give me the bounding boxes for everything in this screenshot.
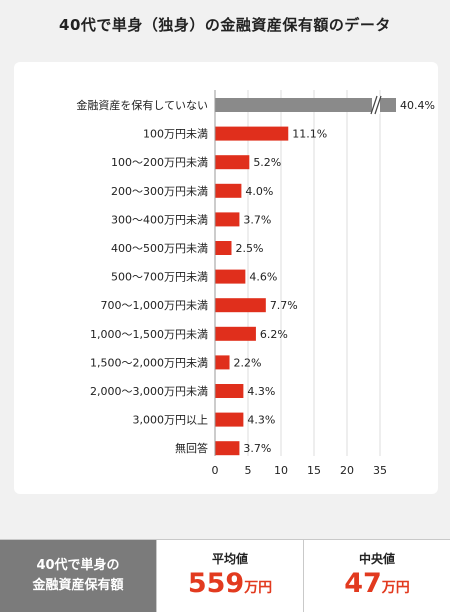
stat-median-unit: 万円 (381, 579, 410, 596)
stat-median-label: 中央値 (358, 551, 395, 566)
category-label: 1,500～2,000万円未満 (90, 356, 208, 369)
summary-label: 40代で単身の 金融資産保有額 (0, 540, 156, 612)
bar (215, 412, 244, 427)
x-tick-label: 15 (307, 464, 321, 477)
bar (215, 98, 396, 112)
data-label: 11.1% (292, 128, 327, 141)
category-label: 700～1,000万円未満 (101, 299, 209, 312)
stat-median-value: 47 (344, 567, 382, 599)
bar (215, 441, 240, 456)
data-label: 3.7% (243, 213, 271, 226)
category-label: 100～200万円未満 (111, 156, 208, 169)
data-label: 4.6% (249, 271, 277, 284)
data-label: 5.2% (253, 156, 281, 169)
bar (215, 269, 246, 284)
x-tick-label: 35 (373, 464, 387, 477)
chart-card: 金融資産を保有していない 40.4% 100万円未満 11.1% 100～200万円未満… (14, 62, 438, 494)
bar (215, 126, 289, 141)
x-tick-label: 10 (274, 464, 288, 477)
category-label: 1,000～1,500万円未満 (90, 328, 208, 341)
bar (215, 155, 250, 170)
category-label: 2,000～3,000万円未満 (90, 385, 208, 398)
summary-label-line2: 金融資産保有額 (32, 578, 124, 593)
stat-average-label: 平均値 (211, 551, 248, 566)
summary-label-line1: 40代で単身の (36, 558, 120, 573)
category-label: 金融資産を保有していない (76, 98, 208, 112)
category-label: 300～400万円未満 (111, 213, 208, 226)
x-tick-label: 0 (212, 464, 219, 477)
category-label: 3,000万円以上 (133, 414, 209, 427)
category-label: 400～500万円未満 (111, 242, 208, 255)
data-label: 40.4% (400, 99, 435, 112)
bar (215, 241, 232, 255)
bar (215, 384, 244, 398)
data-label: 4.3% (247, 385, 275, 398)
bar (215, 212, 240, 227)
axis-break-mark (374, 95, 382, 115)
data-label: 3.7% (243, 442, 271, 455)
category-label: 500～700万円未満 (111, 271, 208, 284)
stat-average: 平均値 559万円 (156, 540, 303, 612)
bar (215, 298, 266, 313)
data-label: 2.5% (236, 242, 264, 255)
summary-panel: 40代で単身の 金融資産保有額 平均値 559万円 中央値 47万円 (0, 539, 450, 612)
bar-chart: 金融資産を保有していない 40.4% 100万円未満 11.1% 100～200万円未満… (76, 90, 435, 477)
stat-average-unit: 万円 (244, 579, 273, 596)
data-label: 2.2% (234, 356, 262, 369)
category-label: 200～300万円未満 (111, 185, 208, 198)
bar (215, 326, 256, 341)
stat-average-value: 559 (187, 567, 245, 599)
x-tick-label: 5 (245, 464, 252, 477)
x-tick-label: 20 (340, 464, 354, 477)
stat-median: 中央値 47万円 (303, 540, 450, 612)
category-label: 100万円未満 (143, 128, 208, 141)
bar (215, 355, 230, 370)
axis-break-gap (372, 96, 380, 114)
chart-title: 40代で単身（独身）の金融資産保有額のデータ (59, 16, 391, 34)
category-label: 無回答 (175, 441, 208, 455)
axis-break-mark (370, 95, 378, 115)
data-label: 4.3% (247, 414, 275, 427)
data-label: 6.2% (260, 328, 288, 341)
bar (215, 183, 242, 198)
data-label: 4.0% (245, 185, 273, 198)
data-label: 7.7% (270, 299, 298, 312)
